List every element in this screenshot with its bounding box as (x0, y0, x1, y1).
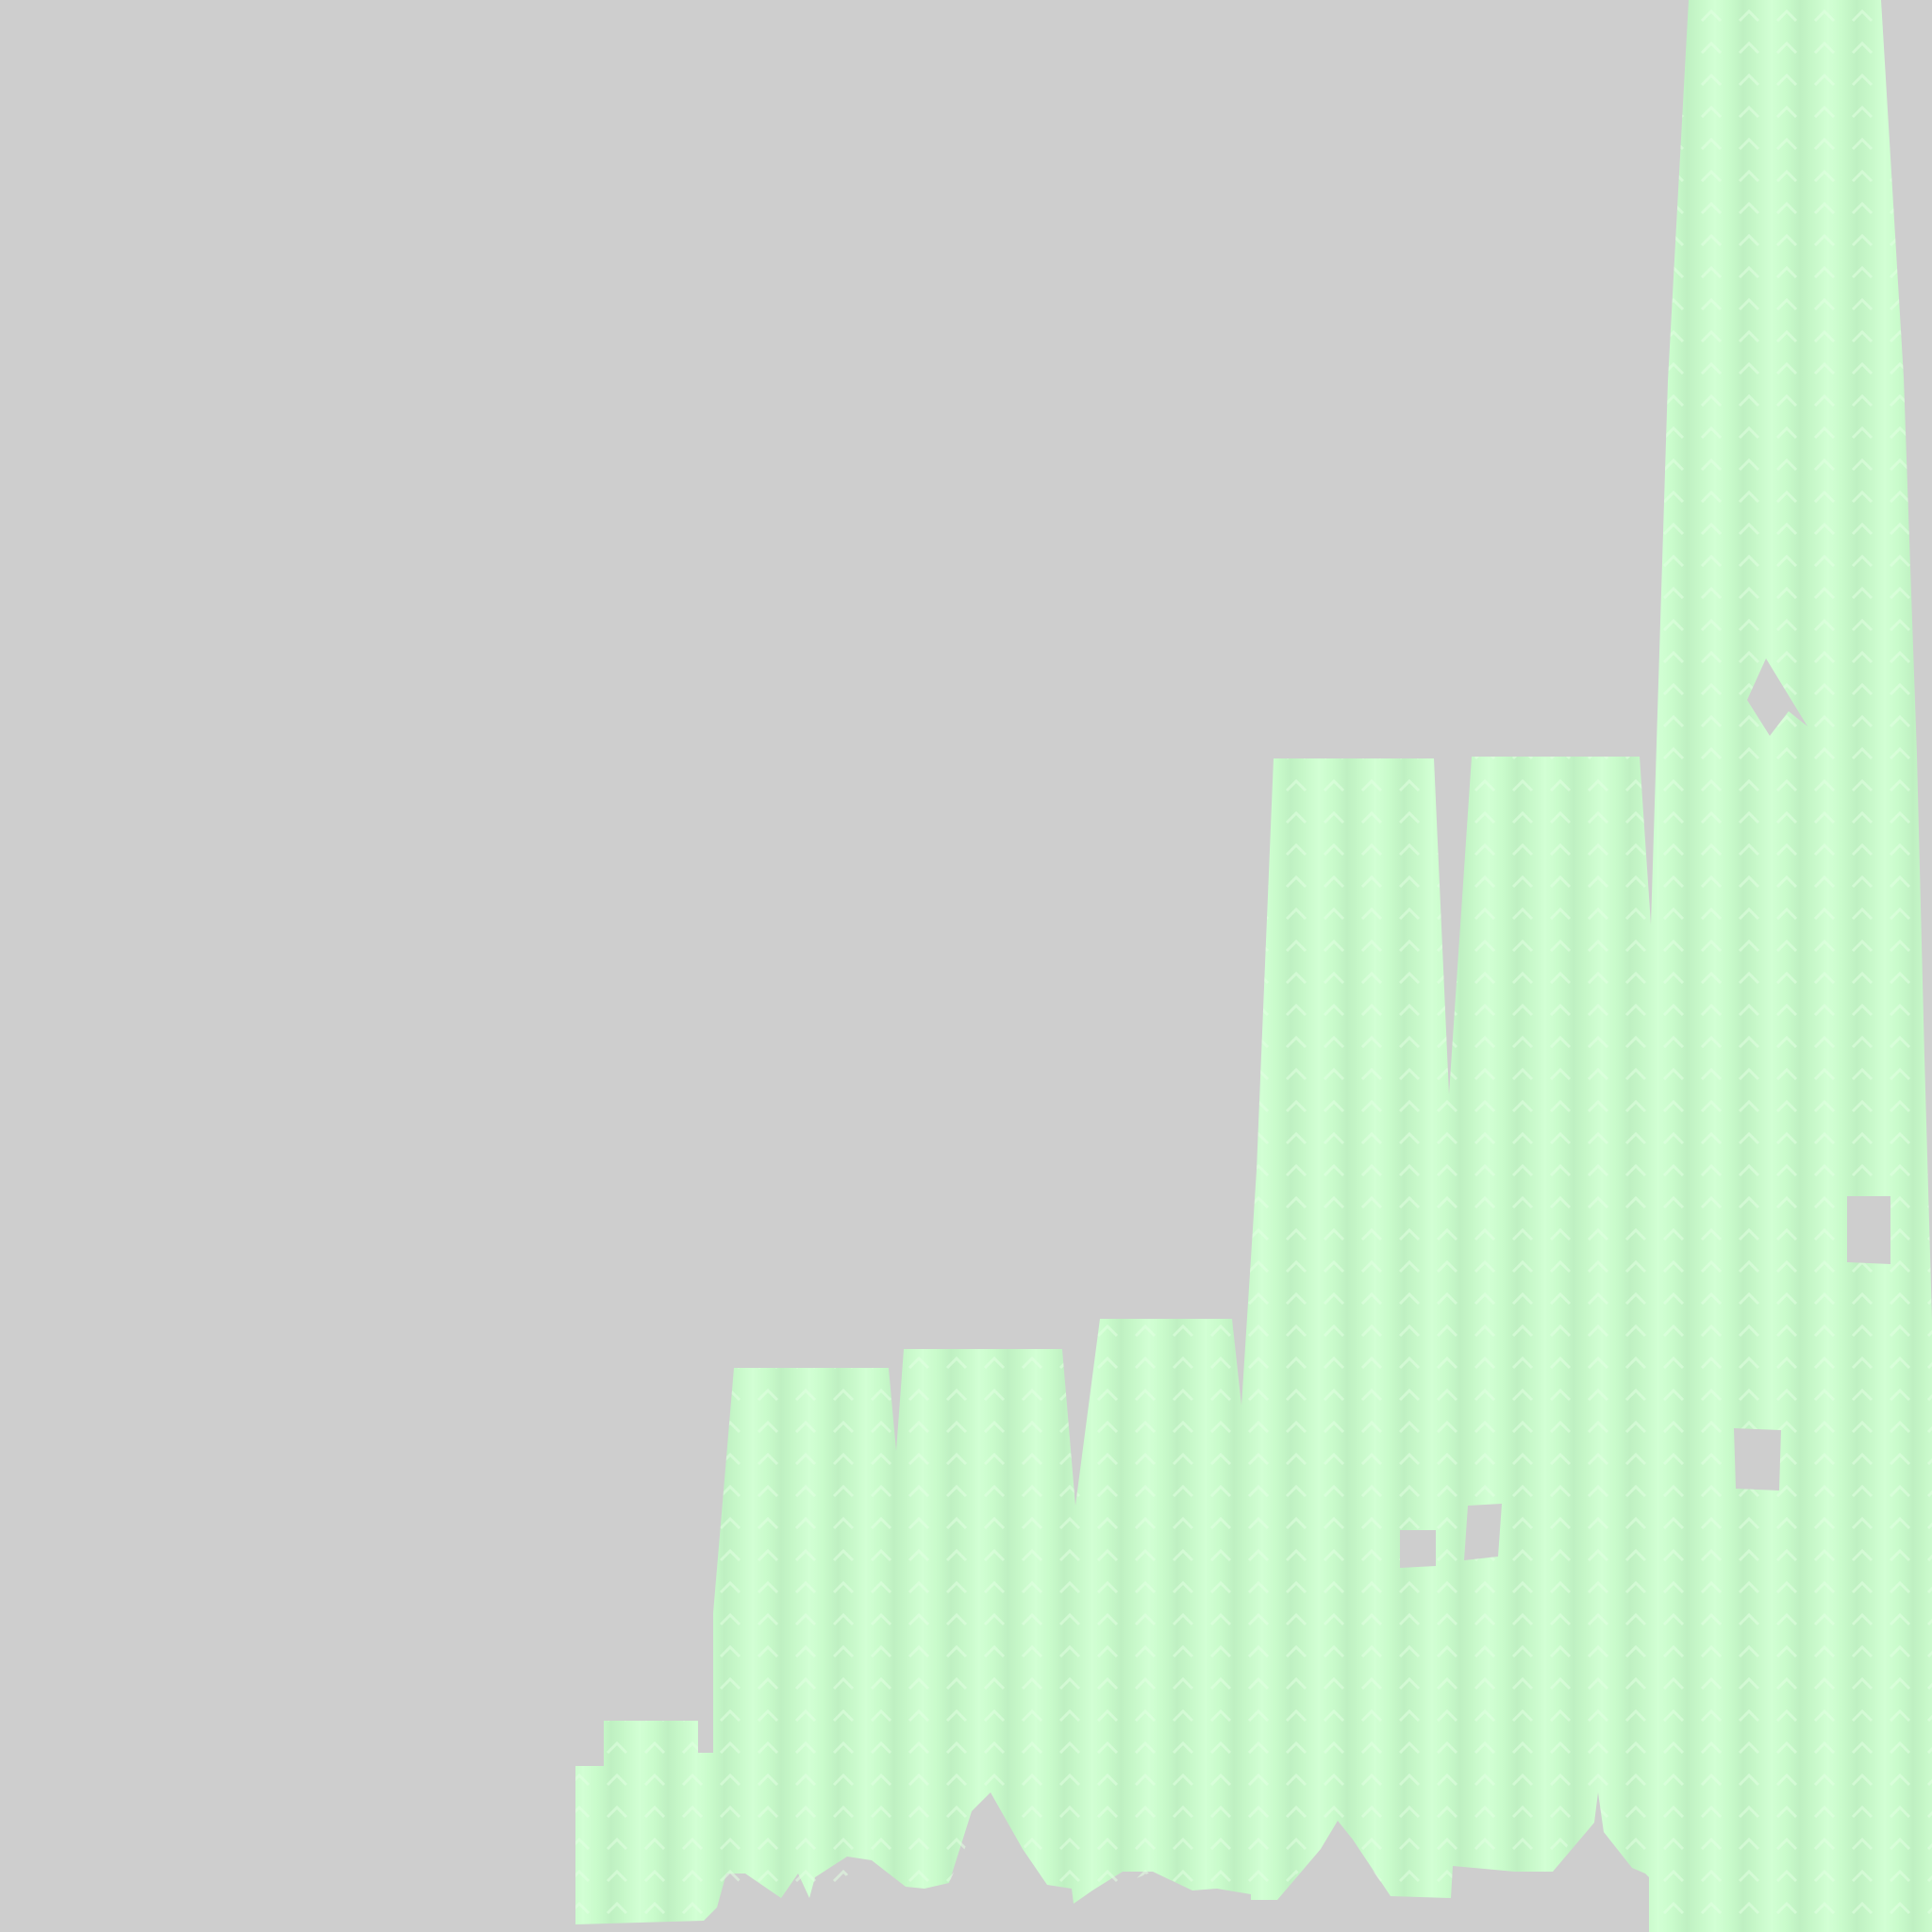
green-silhouette (575, 0, 1932, 1932)
silhouette-texture (575, 0, 1932, 1932)
